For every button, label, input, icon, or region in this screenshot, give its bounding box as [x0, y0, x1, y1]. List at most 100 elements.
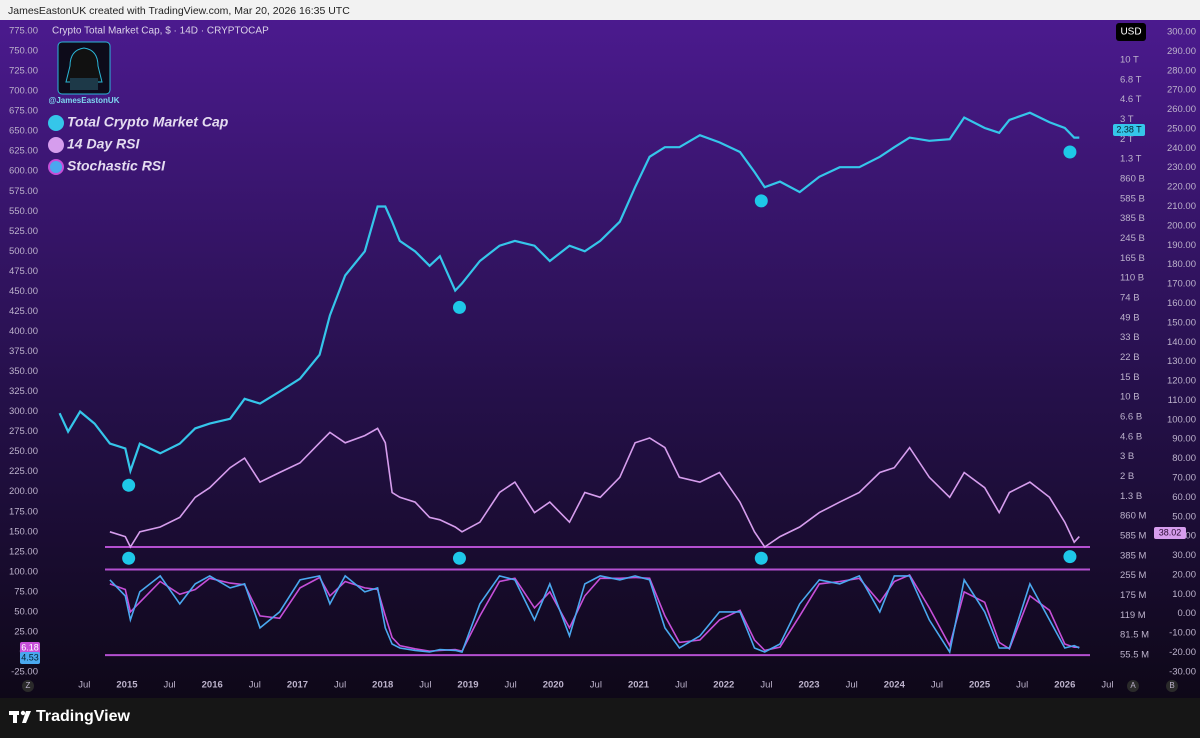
- x-tick-label: Jul: [78, 680, 90, 691]
- currency-label[interactable]: USD: [1120, 27, 1141, 38]
- y-tick-label: 650.00: [9, 126, 38, 137]
- footer-brand[interactable]: TradingView: [36, 708, 131, 725]
- right-scale-label: 255 M: [1120, 570, 1146, 581]
- axis-button[interactable]: [1127, 680, 1139, 692]
- axis-button-label[interactable]: B: [1169, 681, 1174, 690]
- far-right-label: 70.00: [1172, 472, 1196, 483]
- y-tick-label: 575.00: [9, 186, 38, 197]
- right-scale-label: 10 B: [1120, 392, 1140, 403]
- series-line: [109, 574, 1080, 655]
- x-tick-label: Jul: [334, 680, 346, 691]
- y-tick-label: 275.00: [9, 426, 38, 437]
- far-right-label: 140.00: [1167, 337, 1196, 348]
- legend-label: Total Crypto Market Cap: [67, 114, 229, 130]
- x-tick-label: 2021: [628, 680, 650, 691]
- far-right-label: 120.00: [1167, 376, 1196, 387]
- marker: [452, 300, 466, 314]
- x-tick-label: Jul: [590, 680, 602, 691]
- footer-bar: [0, 698, 1200, 738]
- right-scale-label: 585 M: [1120, 530, 1146, 541]
- far-right-label: 220.00: [1167, 182, 1196, 193]
- x-tick-label: 2023: [798, 680, 819, 691]
- y-tick-label: 775.00: [9, 26, 38, 37]
- right-scale-label: 1.3 T: [1120, 154, 1142, 165]
- right-scale-label: 55.5 M: [1120, 649, 1149, 660]
- axis-button[interactable]: [22, 680, 34, 692]
- x-tick-label: 2019: [457, 680, 478, 691]
- right-scale-label: 15 B: [1120, 372, 1140, 383]
- right-scale-label: 49 B: [1120, 312, 1140, 323]
- x-tick-label: Jul: [1016, 680, 1028, 691]
- right-scale-label: 175 M: [1120, 590, 1146, 601]
- y-tick-label: 100.00: [9, 566, 38, 577]
- right-scale-label: 860 B: [1120, 173, 1145, 184]
- legend-label: 14 Day RSI: [67, 136, 140, 152]
- currency-button[interactable]: [1116, 23, 1146, 41]
- right-scale-label: 4.6 T: [1120, 94, 1142, 105]
- right-scale-label: 1.3 B: [1120, 491, 1142, 502]
- legend-swatch: [48, 159, 64, 175]
- x-tick-label: Jul: [419, 680, 431, 691]
- y-tick-label: 175.00: [9, 506, 38, 517]
- y-tick-label: 600.00: [9, 166, 38, 177]
- far-right-label: 80.00: [1172, 453, 1196, 464]
- marker: [754, 194, 768, 208]
- x-tick-label: 2017: [287, 680, 308, 691]
- far-right-label: 300.00: [1167, 27, 1196, 38]
- far-right-label: 20.00: [1172, 569, 1196, 580]
- header-text: JamesEastonUK created with TradingView.c…: [8, 5, 350, 17]
- far-right-label: 230.00: [1167, 162, 1196, 173]
- axis-button[interactable]: [1166, 680, 1178, 692]
- far-right-label: 250.00: [1167, 123, 1196, 134]
- y-tick-label: 675.00: [9, 106, 38, 117]
- x-tick-label: 2025: [969, 680, 991, 691]
- axis-button-label[interactable]: Z: [26, 681, 31, 690]
- right-scale-label: 385 B: [1120, 213, 1145, 224]
- right-scale-label: 3 B: [1120, 451, 1134, 462]
- x-tick-label: 2016: [202, 680, 223, 691]
- price-badge: [1154, 527, 1186, 539]
- x-tick-label: Jul: [1101, 680, 1113, 691]
- right-scale-label: 110 B: [1120, 273, 1144, 284]
- right-scale-label: 3 T: [1120, 114, 1134, 125]
- right-scale-label: 22 B: [1120, 352, 1140, 363]
- axis-button-label[interactable]: A: [1130, 681, 1136, 690]
- y-tick-label: 350.00: [9, 366, 38, 377]
- y-tick-label: 550.00: [9, 206, 38, 217]
- price-badge: [1113, 124, 1145, 136]
- right-scale-label: 165 B: [1120, 253, 1145, 264]
- y-tick-label: 700.00: [9, 86, 38, 97]
- price-badge-label: 2.38 T: [1116, 124, 1142, 134]
- y-tick-label: 75.00: [14, 586, 38, 597]
- far-right-label: 130.00: [1167, 356, 1196, 367]
- far-right-label: 210.00: [1167, 201, 1196, 212]
- far-right-label: 190.00: [1167, 240, 1196, 251]
- y-tick-label: 525.00: [9, 226, 38, 237]
- signal-line: [109, 573, 1080, 653]
- marker: [1063, 145, 1077, 159]
- watermark: @JamesEastonUK: [49, 96, 120, 105]
- marker: [122, 551, 136, 565]
- far-right-label: 240.00: [1167, 143, 1196, 154]
- y-tick-label: 625.00: [9, 146, 38, 157]
- y-tick-label: 25.00: [14, 626, 38, 637]
- price-badge: [20, 652, 40, 664]
- x-tick-label: 2015: [116, 680, 138, 691]
- x-tick-label: Jul: [846, 680, 858, 691]
- header-bar: [0, 0, 1200, 20]
- series-line: [58, 111, 1080, 475]
- legend-swatch: [48, 115, 64, 131]
- far-right-label: 60.00: [1172, 492, 1196, 503]
- far-right-label: 280.00: [1167, 65, 1196, 76]
- y-tick-label: 50.00: [14, 606, 38, 617]
- y-tick-label: -25.00: [11, 667, 38, 678]
- legend-label: Stochastic RSI: [67, 158, 166, 174]
- right-scale-label: 33 B: [1120, 332, 1140, 343]
- right-scale-label: 385 M: [1120, 550, 1146, 561]
- far-right-label: -20.00: [1169, 647, 1196, 658]
- right-scale-label: 6.8 T: [1120, 74, 1142, 85]
- x-tick-label: 2022: [713, 680, 734, 691]
- y-tick-label: 200.00: [9, 486, 38, 497]
- right-scale-label: 2 T: [1120, 134, 1134, 145]
- y-tick-label: 325.00: [9, 386, 38, 397]
